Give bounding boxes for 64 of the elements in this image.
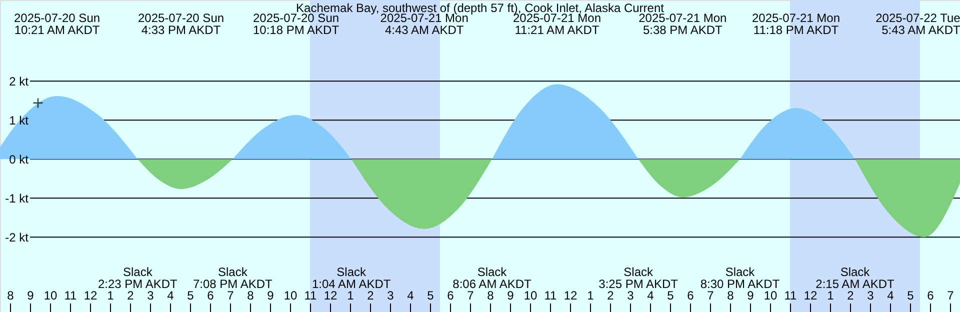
annotation: 2025-07-21 Mon 11:18 PM AKDT (752, 11, 840, 37)
x-tick-label: 5 (907, 288, 914, 302)
y-tick-label: 1 kt (9, 114, 30, 128)
x-tick-label: 11 (544, 288, 558, 302)
x-tick-label: 10 (764, 288, 778, 302)
annotation: Slack 2:23 PM AKDT (98, 265, 178, 291)
x-tick-label: 8 (727, 288, 734, 302)
x-tick-label: 4 (407, 288, 414, 302)
annotation: 2025-07-22 Tue 5:43 AM AKDT (876, 11, 960, 37)
x-tick-label: 5 (427, 288, 434, 302)
y-tick-label: 0 kt (9, 152, 30, 167)
x-tick-label: 3 (147, 288, 154, 302)
x-tick-label: 4 (887, 288, 894, 302)
x-tick-label: 5 (667, 288, 674, 302)
x-tick-label: 6 (447, 288, 454, 302)
x-tick-label: 7 (947, 288, 954, 302)
annotation: Slack 7:08 PM AKDT (192, 265, 274, 291)
annotation: Slack 1:04 AM AKDT (312, 265, 392, 291)
x-tick-label: 4 (647, 288, 654, 302)
x-tick-label: 5 (187, 288, 194, 302)
x-tick-label: 6 (927, 288, 934, 302)
y-tick-label: -2 kt (5, 230, 30, 245)
x-tick-label: 4 (167, 288, 174, 302)
annotation: Slack 8:06 AM AKDT (452, 265, 532, 291)
x-tick-label: 1 (827, 288, 834, 302)
x-tick-label: 12 (564, 288, 578, 302)
y-tick-label: -1 kt (5, 192, 30, 206)
x-tick-label: 11 (64, 288, 78, 302)
x-tick-label: 6 (687, 288, 694, 302)
x-tick-label: 9 (747, 288, 754, 302)
x-tick-label: 2 (607, 288, 614, 302)
x-tick-label: 9 (27, 288, 34, 302)
x-tick-label: 8 (487, 288, 494, 302)
x-tick-label: 8 (247, 288, 254, 302)
annotation: Slack 3:25 PM AKDT (598, 265, 679, 291)
x-tick-label: 7 (467, 288, 474, 302)
x-tick-label: 6 (207, 288, 214, 302)
annotation: 2025-07-20 Sun 10:21 AM AKDT (14, 11, 100, 37)
x-tick-label: 11 (304, 288, 318, 302)
x-tick-label: 12 (804, 288, 818, 302)
x-tick-label: 8 (7, 288, 14, 302)
x-tick-label: 9 (507, 288, 514, 302)
x-tick-label: 12 (324, 288, 338, 302)
x-tick-label: 1 (347, 288, 354, 302)
x-tick-label: 1 (587, 288, 594, 302)
x-tick-label: 2 (127, 288, 134, 302)
x-tick-label: 7 (707, 288, 714, 302)
x-tick-label: 3 (867, 288, 874, 302)
x-tick-label: 10 (524, 288, 538, 302)
x-tick-label: 11 (784, 288, 798, 302)
x-tick-label: 3 (387, 288, 394, 302)
x-tick-label: 9 (267, 288, 274, 302)
x-tick-label: 10 (284, 288, 298, 302)
x-tick-label: 10 (44, 288, 58, 302)
x-tick-label: 3 (627, 288, 634, 302)
annotation: 2025-07-20 Sun 4:33 PM AKDT (138, 11, 224, 37)
x-tick-label: 12 (84, 288, 98, 302)
annotation: Slack 8:30 PM AKDT (700, 265, 780, 291)
y-tick-label: 2 kt (9, 74, 30, 89)
x-tick-label: 7 (227, 288, 234, 302)
annotation: Slack 2:15 AM AKDT (816, 265, 896, 291)
x-tick-label: 2 (367, 288, 374, 302)
x-tick-label: 1 (107, 288, 114, 302)
x-tick-label: 2 (847, 288, 854, 302)
